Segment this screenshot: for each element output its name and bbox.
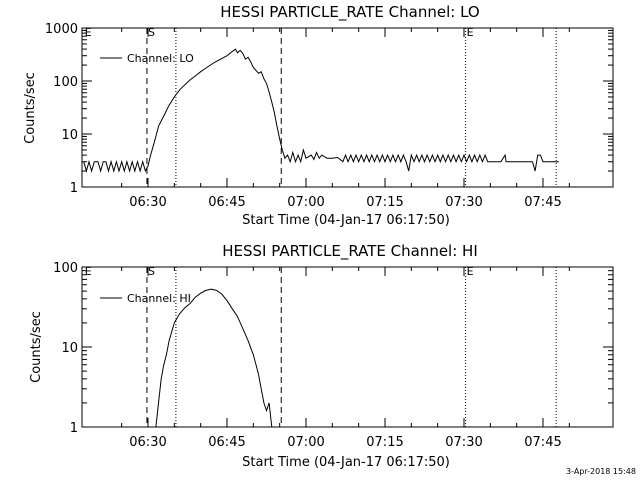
event-marker-label-lo-1: S <box>148 26 155 39</box>
x-tick-label-lo-3: 07:15 <box>366 195 403 210</box>
y-tick-label-lo-1: 10 <box>61 128 78 143</box>
plot-frame-hi <box>81 266 614 428</box>
x-tick-label-hi-4: 07:30 <box>445 435 482 450</box>
x-axis-label-hi: Start Time (04-Jan-17 06:17:50) <box>242 455 450 470</box>
x-tick-label-hi-2: 07:00 <box>287 435 324 450</box>
chart-title-lo: HESSI PARTICLE_RATE Channel: LO <box>220 3 479 22</box>
event-marker-label-hi-1: S <box>148 265 155 278</box>
x-tick-label-lo-1: 06:45 <box>208 195 245 210</box>
event-marker-label-lo-0: E <box>85 26 92 39</box>
y-tick-label-lo-3: 1000 <box>45 22 78 37</box>
chart-title-hi: HESSI PARTICLE_RATE Channel: HI <box>222 242 478 261</box>
y-axis-label-lo: Counts/sec <box>23 72 38 144</box>
y-tick-label-lo-2: 100 <box>53 75 78 90</box>
y-axis-label-hi: Counts/sec <box>29 311 44 383</box>
series-line-hi-0 <box>155 288 273 428</box>
x-tick-label-hi-3: 07:15 <box>366 435 403 450</box>
series-line-lo-0 <box>83 48 559 173</box>
panel-lo: HESSI PARTICLE_RATE Channel: LO 06:30 06:… <box>23 3 614 228</box>
event-marker-label-hi-4: E <box>467 265 474 278</box>
legend-label-lo: Channel: LO <box>127 52 194 65</box>
x-tick-label-lo-4: 07:30 <box>445 195 482 210</box>
x-tick-label-hi-1: 06:45 <box>208 435 245 450</box>
y-tick-label-hi-0: 1 <box>70 421 78 436</box>
plot-frame-lo <box>81 27 614 188</box>
panel-hi: HESSI PARTICLE_RATE Channel: HI 06:30 06:… <box>29 242 614 470</box>
x-tick-label-lo-2: 07:00 <box>287 195 324 210</box>
footer-timestamp: 3-Apr-2018 15:48 <box>566 467 636 476</box>
event-marker-label-hi-0: E <box>85 265 92 278</box>
y-tick-label-hi-1: 10 <box>61 341 78 356</box>
legend-label-hi: Channel: HI <box>127 292 191 305</box>
x-tick-label-hi-5: 07:45 <box>524 435 561 450</box>
event-marker-label-lo-4: E <box>467 26 474 39</box>
x-tick-label-lo-5: 07:45 <box>524 195 561 210</box>
y-tick-label-lo-0: 1 <box>70 181 78 196</box>
x-tick-label-hi-0: 06:30 <box>129 435 166 450</box>
y-tick-label-hi-2: 100 <box>53 261 78 276</box>
x-axis-label-lo: Start Time (04-Jan-17 06:17:50) <box>242 213 450 228</box>
x-tick-label-lo-0: 06:30 <box>129 195 166 210</box>
